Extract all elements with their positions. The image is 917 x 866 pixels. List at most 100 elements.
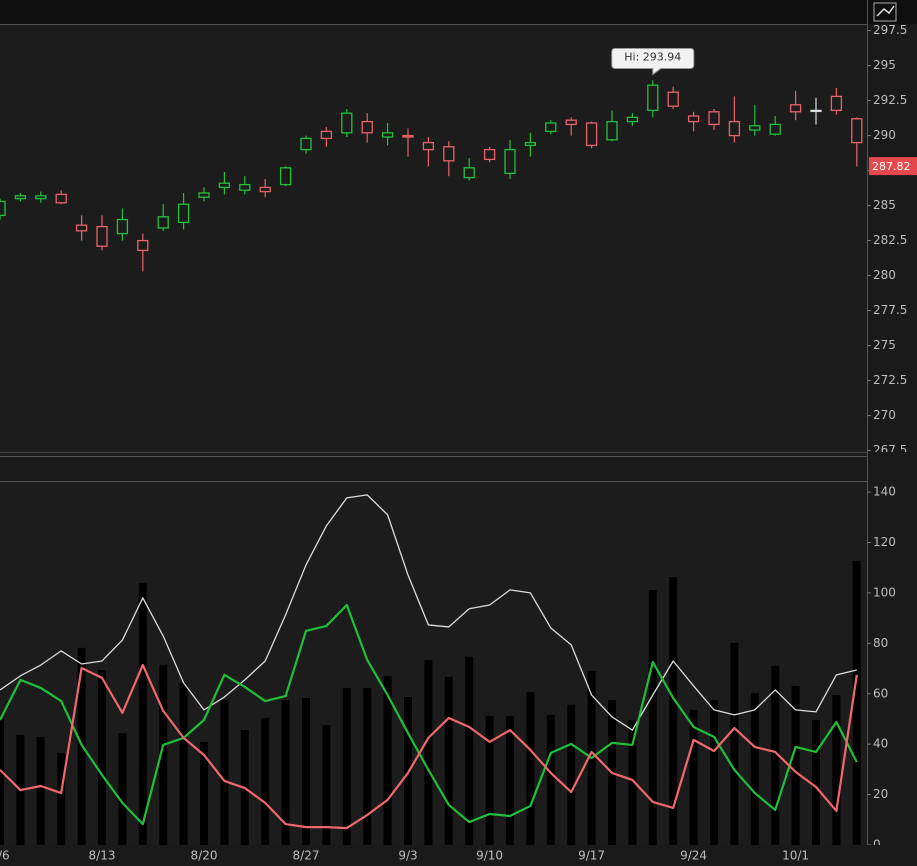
y-tick-label: 20	[873, 787, 888, 801]
candle-body	[647, 84, 659, 112]
candle-body	[789, 104, 802, 113]
volume-bar	[159, 665, 168, 845]
candle-body	[0, 200, 6, 217]
volume-bar	[98, 670, 106, 845]
y-tick-label: 60	[873, 686, 888, 700]
candle-body	[626, 116, 639, 123]
volume-bar	[567, 704, 576, 845]
volume-bar	[220, 700, 229, 845]
x-tick-label: 8/13	[89, 849, 116, 863]
last-price-tag	[869, 157, 917, 176]
volume-bar	[424, 659, 433, 845]
candle-body	[585, 122, 598, 147]
y-tick-label: 120	[873, 535, 896, 549]
candle-body	[300, 137, 312, 151]
top-strip	[0, 0, 917, 24]
volume-bar	[342, 687, 351, 845]
volume-bar	[200, 741, 208, 845]
candle-body	[279, 167, 292, 186]
price-layer: 297.5295292.5290287.5285282.5280277.5275…	[0, 23, 907, 457]
y-tick-label: 272.5	[873, 373, 907, 387]
volume-bar	[689, 709, 698, 845]
volume-bar	[730, 642, 739, 845]
volume-bar	[710, 700, 718, 845]
volume-bar	[832, 695, 841, 845]
candle-body	[830, 95, 843, 112]
y-tick-label: 292.5	[873, 93, 907, 107]
volume-bar	[118, 733, 127, 845]
volume-bar	[812, 719, 820, 845]
y-tick-label: 297.5	[873, 23, 907, 37]
y-tick-label: 282.5	[873, 233, 907, 247]
volume-bar	[36, 736, 45, 845]
y-tick-label: 280	[873, 268, 896, 282]
annotation: Hi: 293.94	[624, 50, 681, 63]
icon-frame	[873, 2, 897, 22]
indicator-line	[0, 603, 858, 826]
y-tick-label: 290	[873, 128, 896, 142]
last-price-label: 287.82	[872, 160, 911, 173]
volume-bar	[57, 752, 66, 845]
candle-body	[667, 91, 679, 107]
indicator-line	[0, 663, 858, 830]
volume-bar	[465, 656, 474, 845]
volume-bar	[750, 692, 759, 845]
candle-body	[96, 225, 108, 247]
indicator-line	[0, 494, 857, 731]
volume-bar	[485, 715, 494, 845]
candle-body	[524, 141, 537, 147]
x-tick-label: 8/6	[0, 849, 10, 863]
volume-bar	[648, 589, 657, 845]
y-tick-label: 267.5	[873, 443, 907, 457]
x-tick-label: 9/3	[398, 849, 417, 863]
candle-body	[320, 130, 333, 140]
volume-bar	[444, 676, 453, 845]
x-tick-label: 9/17	[578, 849, 605, 863]
candle-body	[239, 183, 251, 191]
volume-bar	[526, 691, 535, 845]
volume-bar	[852, 560, 861, 845]
candle-body	[75, 224, 88, 232]
x-tick-label: 9/10	[476, 849, 503, 863]
y-tick-label: 80	[873, 636, 888, 650]
candle-body	[35, 195, 47, 200]
x-tick-label: 10/1	[782, 849, 809, 863]
volume-bar	[322, 725, 331, 845]
candle-body	[810, 109, 822, 113]
candle-body	[198, 192, 210, 198]
candle-body	[361, 120, 373, 134]
candle-body	[443, 146, 455, 162]
candle-body	[14, 195, 27, 200]
toolbar-icon[interactable]	[873, 2, 897, 22]
y-tick-label: 277.5	[873, 303, 907, 317]
candle-body	[565, 119, 577, 126]
x-tick-label: 9/24	[680, 849, 707, 863]
candle-body	[606, 120, 618, 141]
volume-bar	[0, 718, 4, 845]
candle-body	[341, 112, 353, 134]
y-tick-label: 40	[873, 737, 888, 751]
volume-bar	[628, 719, 637, 845]
candle-body	[708, 111, 720, 126]
volume-bar	[138, 582, 147, 845]
volume-bar	[383, 676, 392, 845]
candle-body	[402, 134, 414, 138]
candle-body	[381, 132, 394, 138]
candle-body	[463, 167, 475, 179]
candle-body	[749, 125, 761, 131]
icon-glyph	[876, 5, 895, 17]
volume-bar	[506, 715, 514, 845]
candle-body	[545, 122, 557, 133]
y-tick-label: 270	[873, 408, 896, 422]
price-panel	[0, 25, 867, 452]
candle-body	[728, 120, 741, 137]
candle-body	[769, 123, 781, 135]
candle-body	[218, 182, 231, 189]
volume-bar	[791, 685, 800, 845]
volume-bar	[669, 577, 678, 845]
y-tick-label: 285	[873, 198, 896, 212]
candle-body	[851, 118, 863, 144]
y-tick-label: 100	[873, 585, 896, 599]
volume-bar	[302, 698, 310, 845]
